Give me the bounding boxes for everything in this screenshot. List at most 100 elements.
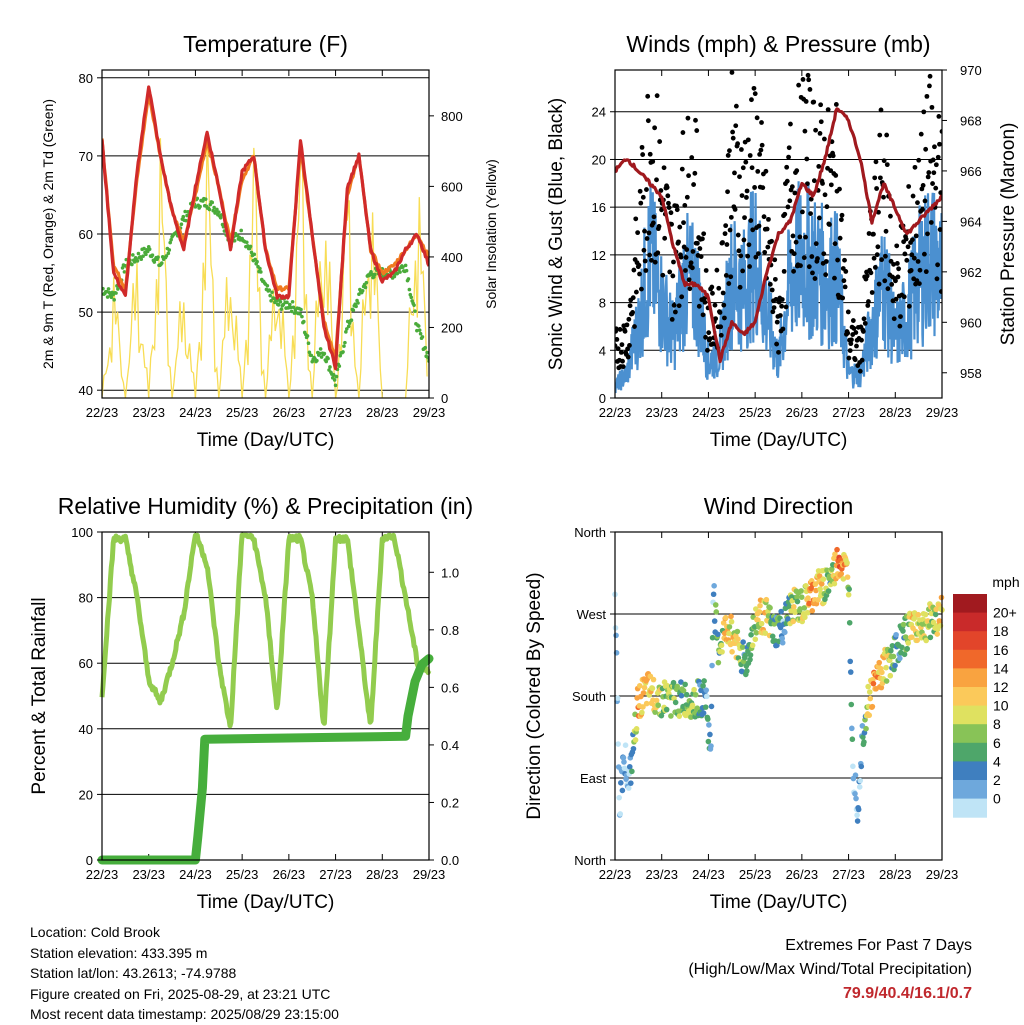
gust-point — [718, 332, 724, 338]
direction-point — [786, 603, 793, 610]
x-tick-label: 28/23 — [879, 405, 912, 420]
legend-swatch — [953, 798, 987, 818]
y-tick-label: 20 — [592, 152, 606, 167]
direction-point — [934, 631, 941, 637]
wind-plot-area — [615, 70, 942, 393]
gust-point — [915, 200, 920, 206]
direction-point — [900, 628, 906, 634]
gust-point — [911, 255, 917, 261]
direction-point — [933, 606, 939, 613]
gust-point — [817, 131, 823, 136]
gust-point — [633, 216, 639, 222]
gust-point — [683, 255, 689, 260]
dewpoint-point — [207, 207, 212, 212]
gust-point — [857, 368, 863, 374]
rh-plot-area — [97, 532, 434, 865]
gust-point — [928, 220, 934, 225]
direction-point — [879, 669, 885, 676]
y-tick-label: 16 — [592, 200, 606, 215]
gust-point — [637, 188, 643, 194]
gust-point — [656, 224, 662, 229]
direction-point — [705, 738, 712, 745]
gust-point — [804, 156, 810, 162]
gust-point — [655, 250, 661, 256]
gust-point — [927, 73, 933, 79]
direction-point — [748, 631, 754, 638]
direction-point — [755, 617, 761, 623]
y-tick-label: 50 — [79, 305, 93, 320]
direction-point — [720, 620, 727, 626]
extremes-subtitle: (High/Low/Max Wind/Total Precipitation) — [688, 961, 972, 978]
gust-point — [721, 302, 727, 308]
direction-point — [901, 651, 908, 658]
x-tick-label: 23/23 — [132, 405, 165, 420]
gust-point — [876, 281, 882, 287]
gust-point — [906, 184, 912, 189]
gust-point — [787, 198, 793, 204]
precip-line — [97, 654, 434, 865]
legend-swatch — [953, 705, 987, 725]
gust-point — [630, 295, 636, 301]
gust-point — [684, 247, 690, 252]
gust-point — [639, 144, 645, 150]
direction-point — [856, 784, 863, 790]
direction-point — [883, 678, 890, 684]
legend-label: 16 — [993, 642, 1009, 658]
gust-point — [677, 224, 683, 230]
gust-point — [821, 251, 827, 257]
gust-point — [737, 174, 742, 180]
direction-point — [779, 639, 786, 646]
dewpoint-point — [407, 287, 412, 292]
dewpoint-point — [360, 288, 365, 293]
gust-point — [632, 324, 637, 329]
dewpoint-point — [306, 341, 311, 346]
gust-point — [847, 348, 853, 354]
direction-point — [815, 597, 821, 603]
gust-point — [700, 236, 705, 242]
gust-point — [698, 254, 704, 259]
direction-point — [708, 743, 714, 749]
station-info: Location: Cold Brook Station elevation: … — [30, 922, 339, 1025]
direction-point — [636, 682, 643, 689]
gust-point — [891, 261, 896, 267]
gust-point — [933, 162, 939, 168]
legend-label: 4 — [993, 753, 1001, 769]
dewpoint-point — [184, 218, 188, 223]
gust-point — [913, 233, 919, 239]
gust-point — [786, 145, 792, 151]
dewpoint-point — [198, 204, 202, 209]
gust-point — [671, 259, 676, 265]
gust-point — [791, 268, 796, 274]
gust-point — [871, 255, 877, 261]
gust-point — [779, 303, 785, 309]
gust-point — [938, 190, 942, 196]
gust-point — [680, 130, 686, 135]
gust-point — [640, 152, 646, 157]
gust-point — [642, 258, 648, 264]
direction-point — [840, 576, 847, 582]
direction-point — [930, 619, 937, 626]
y-right-tick-label: 0.4 — [441, 738, 459, 753]
x-tick-label: 27/23 — [832, 867, 865, 882]
gust-point — [827, 222, 832, 227]
gust-point — [749, 165, 755, 171]
gust-point — [789, 184, 795, 190]
dewpoint-point — [344, 327, 349, 331]
gust-point — [665, 193, 671, 199]
gust-point — [615, 337, 620, 342]
speed-legend: mph 20+ 18 16 14 12 10 8 6 4 2 0 — [953, 574, 1020, 818]
gust-point — [679, 294, 685, 300]
dewpoint-point — [351, 308, 356, 312]
dewpoint-point — [287, 302, 292, 307]
gust-point — [790, 233, 796, 239]
temp-plot-area — [102, 85, 429, 398]
direction-point — [615, 741, 621, 747]
dewpoint-point — [245, 240, 249, 245]
legend-swatch — [953, 612, 987, 632]
gust-point — [767, 281, 773, 287]
direction-point — [626, 763, 633, 770]
gust-point — [753, 254, 759, 260]
x-tick-label: 29/23 — [926, 405, 959, 420]
direction-point — [847, 669, 854, 675]
dewpoint-point — [364, 280, 369, 285]
